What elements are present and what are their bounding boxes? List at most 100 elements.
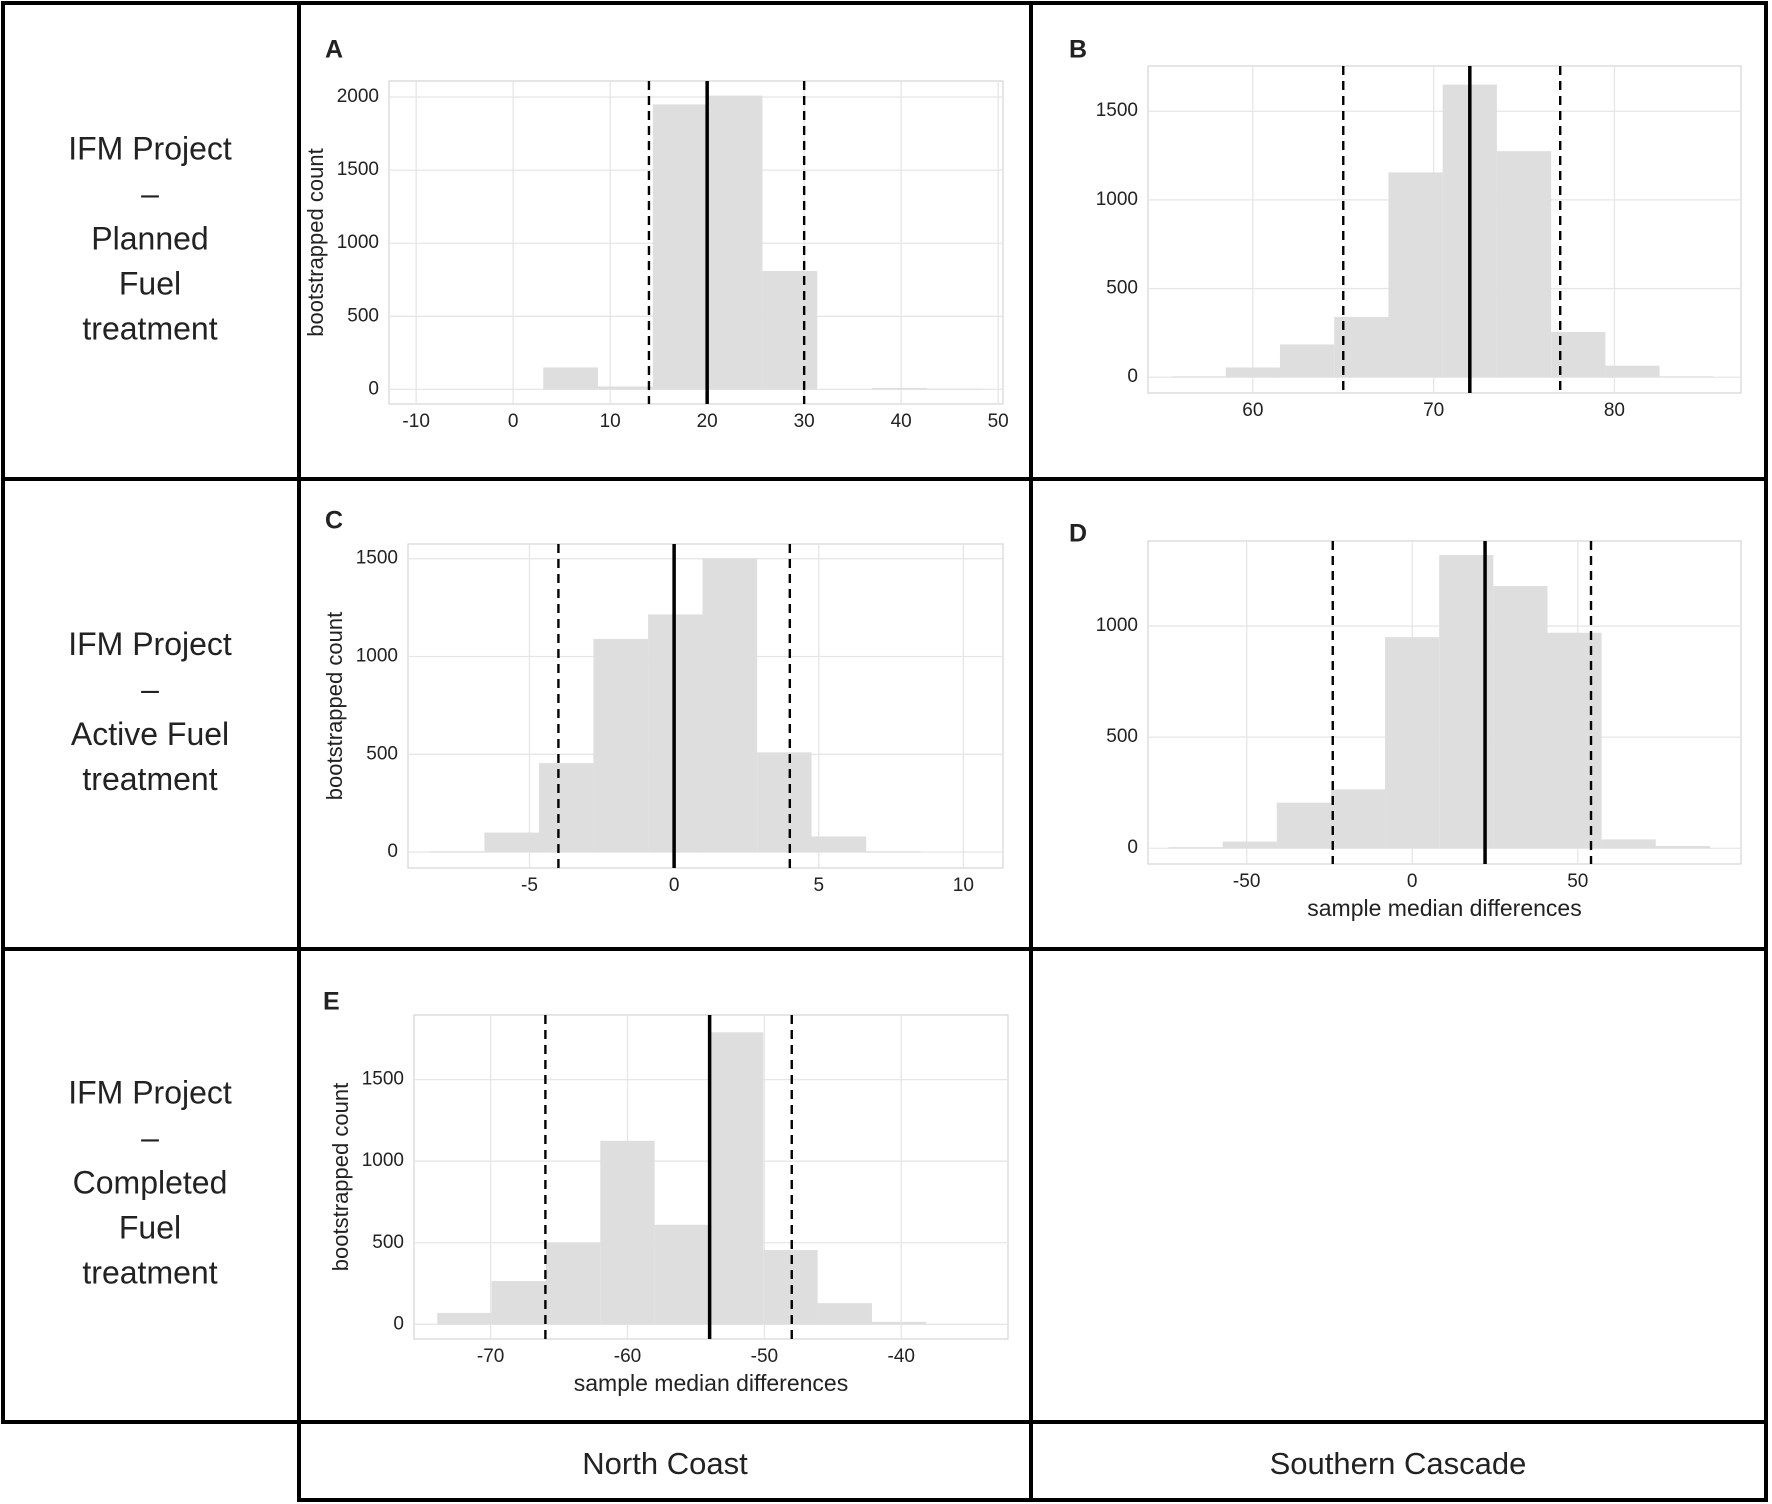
bar bbox=[707, 95, 763, 390]
y-tick-label: 0 bbox=[387, 841, 398, 862]
panel-label: C bbox=[325, 507, 343, 535]
bar bbox=[708, 1032, 764, 1325]
x-tick-label: 0 bbox=[669, 875, 680, 896]
bar bbox=[543, 367, 599, 390]
bar bbox=[429, 851, 485, 853]
y-axis-title: bootstrapped count bbox=[328, 1083, 353, 1271]
row-label: IFM Project bbox=[68, 626, 232, 662]
bar bbox=[871, 1321, 927, 1325]
y-axis-title: bootstrapped count bbox=[322, 612, 347, 800]
panel-label: D bbox=[1069, 520, 1087, 548]
bar bbox=[491, 1281, 546, 1325]
row-label: Active Fuel bbox=[71, 716, 229, 752]
row-label: IFM Project bbox=[68, 130, 232, 166]
y-tick-label: 500 bbox=[372, 1232, 404, 1253]
bar bbox=[763, 1250, 818, 1325]
bar bbox=[1276, 802, 1331, 849]
bar bbox=[1388, 172, 1443, 378]
bar bbox=[866, 851, 921, 853]
bar bbox=[811, 836, 867, 853]
bar bbox=[1605, 365, 1660, 378]
panel-label: A bbox=[325, 36, 343, 64]
x-tick-label: 10 bbox=[953, 875, 974, 896]
y-tick-label: 1000 bbox=[1096, 189, 1138, 210]
bar bbox=[1385, 637, 1440, 849]
bar bbox=[1279, 344, 1335, 378]
x-tick-label: -10 bbox=[402, 411, 429, 432]
x-tick-label: 0 bbox=[1407, 871, 1418, 892]
x-tick-label: 5 bbox=[813, 875, 824, 896]
y-tick-label: 1500 bbox=[362, 1069, 404, 1090]
bar bbox=[654, 1224, 709, 1325]
bar bbox=[600, 1140, 655, 1325]
y-tick-label: 1500 bbox=[1096, 100, 1138, 121]
row-label: treatment bbox=[82, 761, 217, 797]
x-tick-label: 10 bbox=[600, 411, 621, 432]
row-label: Fuel bbox=[119, 265, 181, 301]
bar bbox=[1171, 376, 1226, 378]
x-tick-label: 40 bbox=[891, 411, 912, 432]
bar bbox=[545, 1242, 601, 1325]
bar bbox=[598, 386, 653, 390]
x-tick-label: 50 bbox=[1567, 871, 1588, 892]
x-tick-label: 50 bbox=[988, 411, 1009, 432]
x-tick-label: -50 bbox=[1233, 871, 1260, 892]
bar bbox=[1225, 367, 1280, 378]
bar bbox=[652, 104, 708, 390]
x-tick-label: -70 bbox=[477, 1346, 504, 1367]
y-tick-label: 1000 bbox=[1096, 615, 1138, 636]
bar bbox=[1659, 376, 1714, 378]
x-tick-label: -60 bbox=[614, 1346, 641, 1367]
row-label: IFM Project bbox=[68, 1074, 232, 1110]
bar bbox=[1222, 841, 1277, 849]
y-tick-label: 500 bbox=[1106, 726, 1138, 747]
y-tick-label: 500 bbox=[1106, 278, 1138, 299]
y-tick-label: 0 bbox=[393, 1313, 404, 1334]
y-axis-title: bootstrapped count bbox=[303, 148, 328, 336]
y-tick-label: 1500 bbox=[356, 548, 398, 569]
bar bbox=[437, 1312, 492, 1325]
column-label: North Coast bbox=[582, 1446, 748, 1481]
y-tick-label: 0 bbox=[1127, 837, 1138, 858]
x-tick-label: -5 bbox=[521, 875, 538, 896]
row-label: Fuel bbox=[119, 1209, 181, 1245]
x-axis-title: sample median differences bbox=[574, 1370, 848, 1396]
x-tick-label: 30 bbox=[794, 411, 815, 432]
y-tick-label: 500 bbox=[366, 743, 398, 764]
x-tick-label: -40 bbox=[888, 1346, 915, 1367]
x-tick-label: 70 bbox=[1423, 400, 1444, 421]
x-tick-label: 20 bbox=[697, 411, 718, 432]
x-tick-label: 0 bbox=[508, 411, 519, 432]
row-label: treatment bbox=[82, 310, 217, 346]
row-label: Planned bbox=[91, 220, 208, 256]
bar bbox=[926, 388, 982, 390]
panel-label: E bbox=[323, 988, 340, 1016]
y-tick-label: 1000 bbox=[337, 232, 379, 253]
x-axis-title: sample median differences bbox=[1307, 895, 1581, 921]
bar bbox=[762, 271, 818, 390]
y-tick-label: 0 bbox=[368, 378, 379, 399]
row-label: treatment bbox=[82, 1254, 217, 1290]
bar bbox=[757, 752, 812, 853]
y-tick-label: 2000 bbox=[337, 86, 379, 107]
y-tick-label: 1500 bbox=[337, 159, 379, 180]
row-label: – bbox=[141, 671, 159, 707]
x-tick-label: -50 bbox=[751, 1346, 778, 1367]
panel-label: B bbox=[1069, 36, 1087, 64]
bar bbox=[817, 1303, 872, 1325]
bar bbox=[484, 832, 540, 853]
row-label: – bbox=[141, 175, 159, 211]
bar bbox=[872, 387, 927, 390]
bar bbox=[1547, 632, 1602, 849]
row-label: Completed bbox=[73, 1164, 228, 1200]
y-tick-label: 500 bbox=[347, 305, 379, 326]
y-tick-label: 0 bbox=[1127, 366, 1138, 387]
bar bbox=[1655, 846, 1710, 849]
bar bbox=[593, 638, 649, 853]
row-label: – bbox=[141, 1119, 159, 1155]
bar bbox=[1168, 847, 1223, 849]
